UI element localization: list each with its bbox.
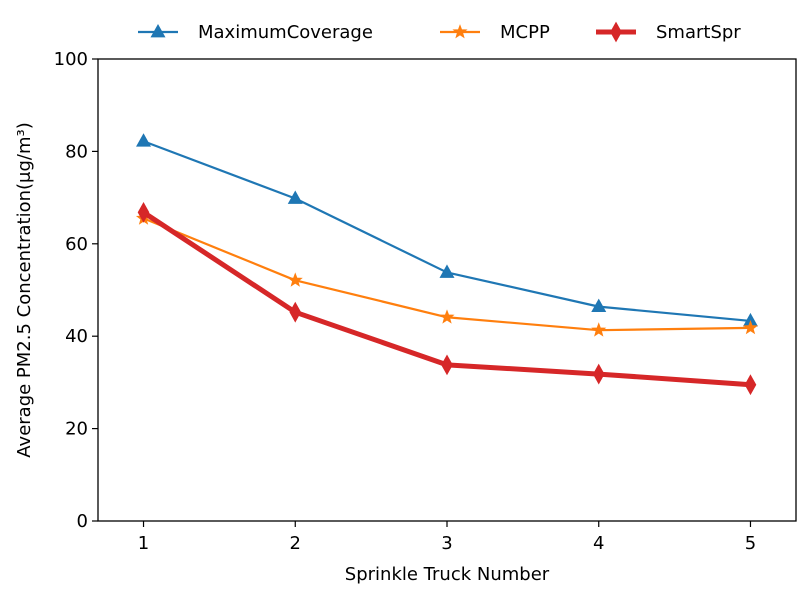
x-axis: 1 2 3 4 5 bbox=[138, 521, 756, 554]
x-tick-label: 3 bbox=[441, 533, 452, 554]
series-line bbox=[142, 140, 752, 323]
data-point bbox=[742, 319, 759, 335]
y-tick-label: 0 bbox=[77, 511, 88, 532]
data-point bbox=[136, 133, 152, 147]
legend-marker bbox=[610, 21, 622, 43]
data-point bbox=[289, 301, 302, 323]
data-point bbox=[287, 272, 303, 287]
legend-marker bbox=[452, 24, 468, 39]
x-tick-label: 5 bbox=[745, 533, 756, 554]
legend-marker bbox=[150, 23, 166, 38]
x-tick-label: 1 bbox=[138, 533, 149, 554]
plot-series bbox=[135, 133, 759, 396]
data-point bbox=[439, 264, 455, 278]
data-point bbox=[744, 374, 757, 396]
legend-label: MaximumCoverage bbox=[198, 22, 373, 43]
legend-label: SmartSpr bbox=[656, 22, 741, 43]
series-2 bbox=[137, 201, 757, 396]
legend: MaximumCoverage MCPP SmartSpr bbox=[138, 21, 741, 43]
data-point bbox=[137, 201, 150, 223]
plot-frame bbox=[97, 58, 797, 522]
y-tick-label: 80 bbox=[65, 141, 88, 162]
y-axis: 0 20 40 60 80 100 bbox=[54, 49, 98, 532]
x-tick-label: 4 bbox=[593, 533, 604, 554]
x-axis-title: Sprinkle Truck Number bbox=[345, 564, 550, 585]
series-1 bbox=[135, 210, 759, 337]
data-point bbox=[591, 322, 607, 337]
data-point bbox=[592, 363, 605, 385]
legend-label: MCPP bbox=[500, 22, 550, 43]
data-point bbox=[441, 354, 453, 376]
x-tick-label: 2 bbox=[290, 533, 301, 554]
series-0 bbox=[136, 133, 758, 327]
legend-item: MaximumCoverage bbox=[138, 22, 373, 43]
y-axis-title: Average PM2.5 Concentration(μg/m³) bbox=[14, 122, 35, 457]
data-point bbox=[287, 190, 303, 204]
y-tick-label: 40 bbox=[65, 326, 88, 347]
y-tick-label: 100 bbox=[54, 49, 88, 70]
data-point bbox=[591, 298, 607, 313]
y-tick-label: 20 bbox=[65, 419, 88, 440]
legend-item: MCPP bbox=[440, 22, 550, 43]
legend-item: SmartSpr bbox=[596, 21, 741, 43]
data-point bbox=[439, 309, 455, 324]
y-tick-label: 60 bbox=[65, 234, 88, 255]
